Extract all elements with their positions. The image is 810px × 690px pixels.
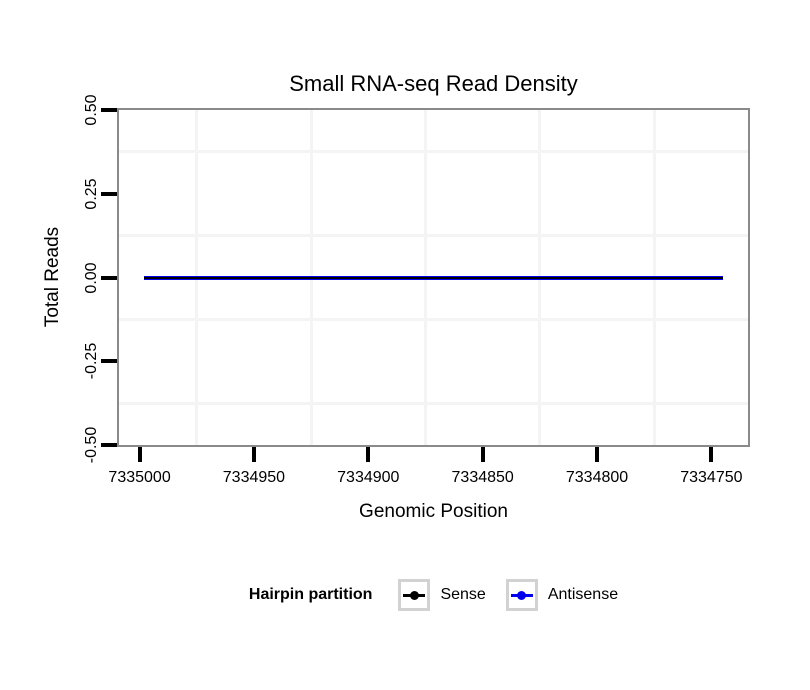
y-axis-tick — [101, 275, 117, 280]
x-tick-label: 7334850 — [451, 469, 514, 486]
x-tick-label: 7334950 — [222, 469, 286, 486]
plot-panel — [117, 108, 750, 447]
x-axis-tick — [137, 447, 142, 462]
minor-gridline-horizontal — [119, 150, 748, 154]
minor-gridline-horizontal — [119, 401, 748, 405]
y-tick-label: 0.25 — [83, 178, 100, 210]
plot-panel-inner — [119, 110, 748, 445]
y-tick-label: -0.50 — [83, 426, 100, 464]
minor-gridline-horizontal — [119, 234, 748, 238]
antisense-point-icon — [517, 590, 527, 600]
x-axis-tick — [595, 447, 600, 462]
minor-gridline-horizontal — [119, 317, 748, 321]
y-tick-label: -0.25 — [83, 343, 100, 380]
x-axis-tick — [366, 447, 371, 462]
x-axis-tick — [480, 447, 485, 462]
legend-title: Hairpin partition — [248, 586, 373, 603]
x-axis-tick — [251, 447, 256, 462]
series-line-sense — [144, 276, 723, 279]
y-tick-label: 0.00 — [83, 261, 100, 294]
legend-label-sense: Sense — [440, 586, 486, 603]
x-axis-tick — [709, 447, 714, 462]
x-tick-label: 7335000 — [108, 469, 171, 486]
y-tick-label: 0.50 — [83, 94, 100, 126]
x-tick-label: 7334750 — [680, 469, 743, 486]
y-axis-tick — [101, 191, 117, 196]
legend-label-antisense: Antisense — [547, 586, 619, 603]
x-tick-label: 7334800 — [565, 469, 629, 486]
chart-title: Small RNA-seq Read Density — [289, 71, 578, 96]
legend: Hairpin partition Sense Antisense — [117, 578, 750, 612]
legend-key-sense — [398, 579, 431, 611]
y-axis-title: Total Reads — [42, 226, 63, 328]
x-axis-title: Genomic Position — [359, 501, 508, 522]
y-axis-tick — [101, 443, 117, 447]
y-axis-tick — [101, 359, 117, 364]
legend-key-antisense — [505, 579, 538, 611]
legend-item-sense: Sense — [398, 579, 486, 611]
y-axis-tick — [101, 108, 117, 112]
x-tick-label: 7334900 — [337, 469, 400, 486]
legend-item-antisense: Antisense — [505, 579, 619, 611]
sense-point-icon — [409, 590, 419, 600]
